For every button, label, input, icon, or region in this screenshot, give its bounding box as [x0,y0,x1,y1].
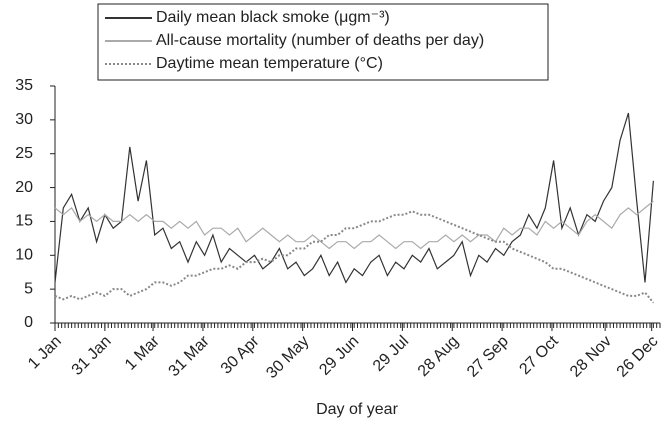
x-tick-label: 31 Jan [69,333,115,379]
series-line [54,112,654,284]
x-tick-label: 28 Nov [567,333,615,381]
y-tick-label: 20 [15,179,33,196]
y-tick-label: 25 [15,145,33,162]
series-line [54,210,655,304]
x-tick-label: 1 Jan [25,333,65,373]
y-tick-label: 10 [15,247,33,264]
y-tick-label: 0 [24,314,33,331]
legend-label: All-cause mortality (number of deaths pe… [156,32,484,49]
x-tick-label: 30 May [263,333,312,382]
x-tick-label: 29 Jul [370,333,412,375]
x-tick-label: 1 Mar [122,332,163,373]
legend-label: Daytime mean temperature (°C) [156,55,383,72]
x-tick-label: 31 Mar [166,332,214,380]
y-tick-label: 35 [15,77,33,94]
legend-box [97,3,549,81]
x-tick-label: 27 Oct [516,332,562,378]
x-tick-label: 27 Sep [464,333,512,381]
x-axis-label: Day of year [316,401,398,418]
x-tick-label: 26 Dec [614,333,662,381]
y-tick-label: 5 [24,280,33,297]
y-tick-label: 30 [15,111,33,128]
legend-label: Daily mean black smoke (μgm⁻³) [156,9,390,26]
x-tick-label: 30 Apr [218,332,263,377]
series-line [54,200,654,250]
x-tick-label: 29 Jun [316,333,362,379]
x-tick-label: 28 Aug [415,333,462,380]
y-tick-label: 15 [15,213,33,230]
